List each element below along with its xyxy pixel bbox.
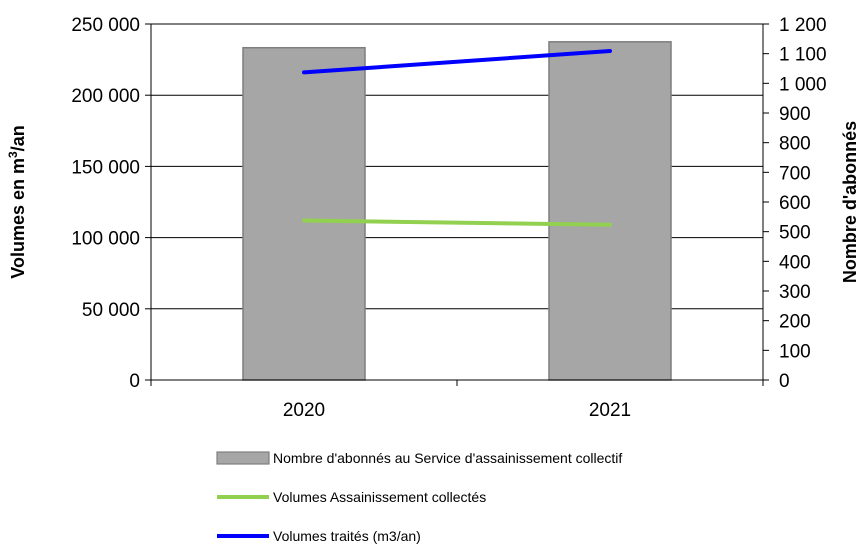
legend-label: Nombre d'abonnés au Service d'assainisse…	[273, 450, 622, 466]
line-series-2	[302, 49, 612, 75]
y-axis-left-tick-label: 250 000	[71, 15, 140, 36]
y-axis-right-tick-label: 100	[779, 341, 811, 362]
y-axis-right-tick-label: 800	[779, 134, 811, 155]
x-axis-tick-label: 2021	[589, 400, 631, 421]
y-axis-right-tick-label: 200	[779, 312, 811, 333]
y-axis-left-title-end: /an	[8, 125, 28, 151]
y-axis-left-tick-label: 150 000	[71, 157, 140, 178]
y-axis-right-tick-label: 600	[779, 193, 811, 214]
legend-swatch-bar	[216, 451, 270, 465]
y-axis-left-tick-label: 100 000	[71, 229, 140, 250]
bar-2020	[242, 46, 366, 381]
y-axis-left-title: Volumes en m3/an	[6, 125, 28, 278]
y-axis-right-tick-label: 1 200	[779, 15, 827, 36]
x-axis-tick-label: 2020	[283, 400, 325, 421]
y-axis-left-tick-label: 0	[129, 371, 140, 392]
y-axis-right-tick-label: 500	[779, 223, 811, 244]
y-axis-right-tick-label: 900	[779, 104, 811, 125]
bar-2021	[548, 41, 672, 381]
y-axis-left-title-main: Volumes en m	[8, 158, 28, 279]
y-axis-left-tick-label: 50 000	[82, 300, 140, 321]
bars	[242, 41, 672, 381]
y-axis-right-tick-label: 700	[779, 163, 811, 184]
legend-label: Volumes Assainissement collectés	[273, 489, 486, 505]
line-series-1	[302, 218, 612, 227]
lines	[302, 49, 612, 227]
y-axis-left-title-superscript: 3	[6, 151, 20, 158]
y-axis-left-tick-label: 200 000	[71, 86, 140, 107]
legend-label: Volumes traités (m3/an)	[273, 528, 421, 544]
y-axis-right-tick-label: 1 100	[779, 45, 827, 66]
y-axis-right-tick-label: 400	[779, 252, 811, 273]
y-axis-right-tick-label: 1 000	[779, 74, 827, 95]
y-axis-right-tick-label: 300	[779, 282, 811, 303]
axes: 0 50 000 100 000 150 000 200 000 250 000 0 100 2…	[71, 15, 826, 421]
y-axis-right-tick-label: 0	[779, 371, 790, 392]
legend: Nombre d'abonnés au Service d'assainisse…	[216, 450, 622, 544]
y-axis-right-title: Nombre d'abonnés	[840, 121, 860, 283]
